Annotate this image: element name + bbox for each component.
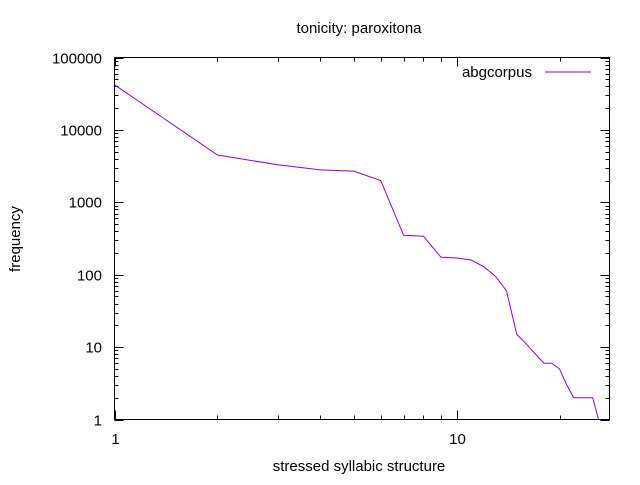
y-axis-label: frequency: [7, 206, 24, 272]
y-tick-label: 1000: [69, 195, 102, 212]
legend: abgcorpus: [462, 64, 591, 81]
y-tick-label: 10000: [60, 123, 102, 140]
y-tick-label: 10: [85, 340, 102, 357]
series-line: [114, 84, 599, 420]
legend-label: abgcorpus: [462, 64, 532, 81]
x-tick-label: 1: [111, 431, 119, 448]
chart-title: tonicity: paroxitona: [296, 20, 422, 37]
x-axis-label: stressed syllabic structure: [273, 458, 446, 475]
plot-frame: [114, 57, 610, 420]
y-tick-label: 100000: [52, 51, 102, 68]
x-axis: 1 10: [111, 57, 561, 448]
x-tick-label: 10: [449, 431, 466, 448]
y-axis: 1 10 100 1000 10000 100000: [52, 51, 610, 430]
y-tick-label: 1: [94, 413, 102, 430]
y-tick-label: 100: [77, 268, 102, 285]
series-group: [114, 84, 599, 420]
